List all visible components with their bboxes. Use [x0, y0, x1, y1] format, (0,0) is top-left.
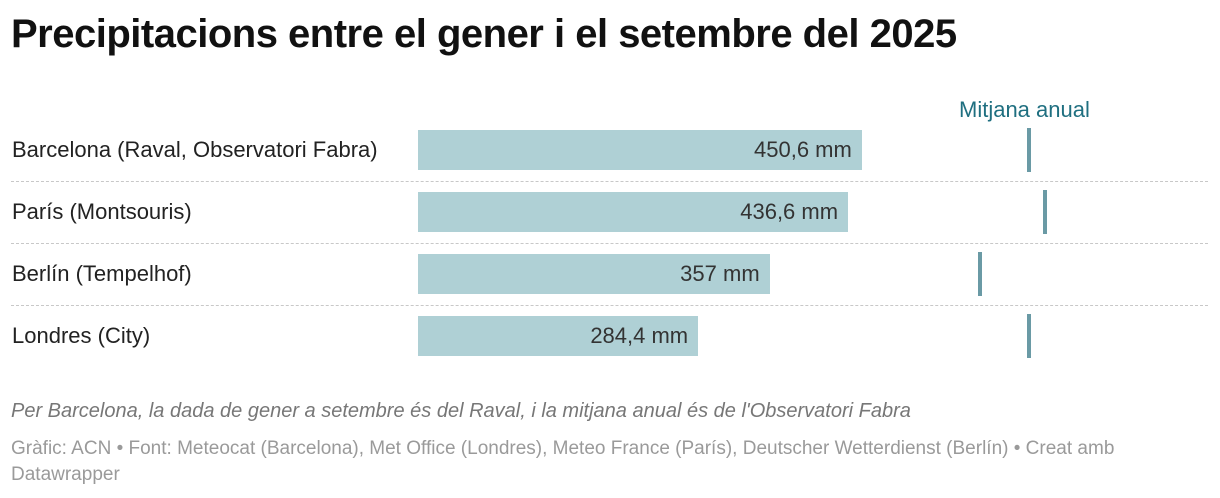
- bar: [418, 316, 699, 356]
- row-label: Berlín (Tempelhof): [12, 261, 192, 286]
- annual-average-marker: [978, 252, 983, 296]
- chart-source: Gràfic: ACN • Font: Meteocat (Barcelona)…: [11, 438, 1115, 485]
- bar-value-label: 450,6 mm: [754, 137, 852, 162]
- row-divider: [11, 181, 1208, 182]
- chart-note: Per Barcelona, la dada de gener a setemb…: [11, 400, 911, 422]
- legend-annual-average: Mitjana anual: [959, 97, 1090, 122]
- annual-average-marker: [1043, 190, 1048, 234]
- row-label: París (Montsouris): [12, 199, 192, 224]
- bar-value-label: 284,4 mm: [590, 323, 689, 348]
- annual-average-marker: [1026, 128, 1031, 172]
- bar-value-label: 436,6 mm: [740, 199, 839, 224]
- bar: [418, 130, 862, 170]
- row-label: Londres (City): [12, 323, 151, 348]
- row-divider: [11, 305, 1208, 306]
- chart-title: Precipitacions entre el gener i el setem…: [11, 12, 957, 56]
- row-label: Barcelona (Raval, Observatori Fabra): [12, 137, 378, 162]
- bar: [418, 254, 770, 294]
- bar-value-label: 357 mm: [680, 261, 760, 286]
- row-divider: [11, 243, 1208, 244]
- bar-chart: Mitjana anual Barcelona (Raval, Observat…: [0, 90, 1220, 380]
- annual-average-marker: [1026, 314, 1031, 358]
- bar: [418, 192, 849, 232]
